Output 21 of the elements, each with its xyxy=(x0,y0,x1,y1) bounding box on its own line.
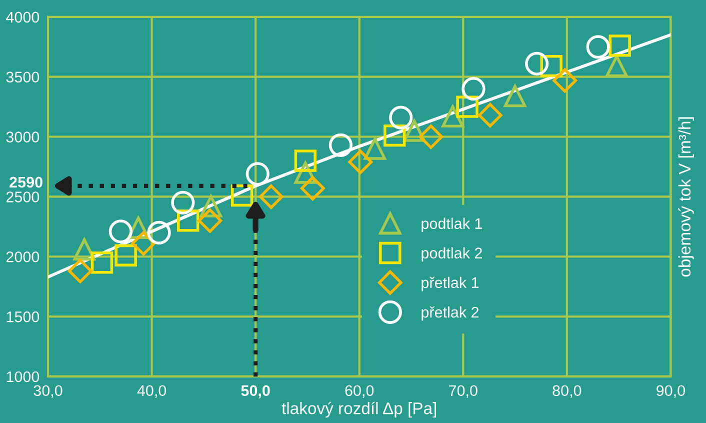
x-axis-title: tlakový rozdíl Δp [Pa] xyxy=(282,402,436,418)
x-tick-label: 40,0 xyxy=(137,385,166,398)
legend-label: přetlak 1 xyxy=(422,276,479,292)
y-tick-label: 4000 xyxy=(6,12,40,23)
y-tick-label: 3000 xyxy=(6,132,40,142)
y-axis-title: objemový tok V [m³/h] xyxy=(678,117,694,277)
x-tick-label: 80,0 xyxy=(552,385,582,398)
y-tick-label: 2500 xyxy=(6,192,40,202)
x-tick-label: 60,0 xyxy=(345,385,374,398)
y-tick-label: 3500 xyxy=(6,72,40,83)
x-tick-label: 70,0 xyxy=(449,385,478,398)
x-tick-label: 50,0 xyxy=(241,385,270,398)
ref-line-label: 2590 xyxy=(10,176,42,188)
y-tick-label: 2000 xyxy=(6,251,40,262)
x-tick-label: 30,0 xyxy=(34,385,62,398)
legend-label: přetlak 2 xyxy=(422,306,479,321)
y-tick-label: 1500 xyxy=(6,311,40,322)
legend-label: podtlak 2 xyxy=(422,247,482,262)
x-tick-label: 90,0 xyxy=(656,385,685,398)
legend-label: podtlak 1 xyxy=(422,218,482,232)
y-tick-label: 1000 xyxy=(6,371,40,382)
